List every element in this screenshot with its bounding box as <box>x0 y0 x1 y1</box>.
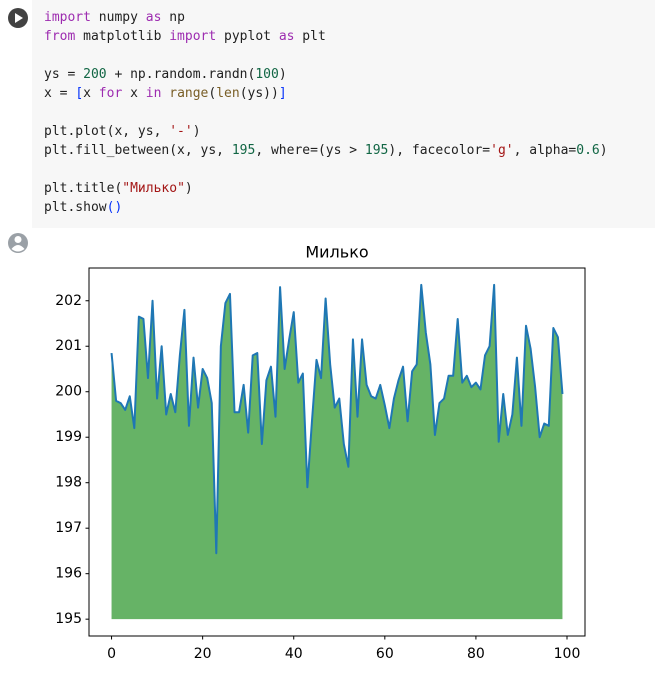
code-line <box>44 103 608 122</box>
x-tick-label: 0 <box>107 646 116 662</box>
code-token: x = <box>44 86 76 101</box>
code-line <box>44 46 608 65</box>
code-token: ) <box>184 181 193 196</box>
x-tick-label: 80 <box>467 646 485 662</box>
code-token: ) <box>278 67 287 82</box>
y-tick-label: 201 <box>55 338 82 354</box>
code-token: as <box>278 29 295 44</box>
chart-title: Милько <box>305 243 368 262</box>
code-token: 'g' <box>490 143 514 158</box>
code-token: (ys)) <box>239 86 279 101</box>
code-line <box>44 160 608 179</box>
code-token: '-' <box>169 124 193 139</box>
code-token: numpy <box>90 10 146 25</box>
code-token: 100 <box>255 67 279 82</box>
code-token: 195 <box>364 143 389 158</box>
y-tick-label: 198 <box>55 475 82 491</box>
code-token: ) <box>192 124 201 139</box>
code-token: plt <box>294 29 326 44</box>
output-icon <box>8 233 28 253</box>
code-token: ] <box>278 86 287 101</box>
code-line: from matplotlib import pyplot as plt <box>44 27 608 46</box>
code-token: , where=(ys > <box>255 143 365 158</box>
x-tick-label: 100 <box>554 646 581 662</box>
code-token: + np.random.randn( <box>106 67 256 82</box>
code-token: ( <box>208 86 217 101</box>
code-token: plt.title( <box>44 181 123 196</box>
code-token: import <box>169 29 217 44</box>
code-token: from <box>44 29 76 44</box>
y-tick-label: 195 <box>55 611 82 627</box>
code-cell[interactable]: import numpy as np from matplotlib import… <box>32 0 655 228</box>
data-line <box>110 283 564 555</box>
code-token: x <box>122 86 146 101</box>
y-tick-label: 202 <box>55 293 82 309</box>
code-token: as <box>145 10 162 25</box>
x-tick-label: 40 <box>285 646 303 662</box>
code-token: , alpha= <box>513 143 577 158</box>
code-token: range <box>169 86 209 101</box>
code-token: pyplot <box>216 29 279 44</box>
code-token: "Милько" <box>122 181 185 196</box>
code-token: import <box>44 10 91 25</box>
run-area <box>8 8 28 28</box>
code-token: () <box>106 200 123 215</box>
y-tick-label: 199 <box>55 429 82 445</box>
code-token: 200 <box>83 67 107 82</box>
x-tick-label: 60 <box>376 646 394 662</box>
code-token: plt.fill_between(x, ys, <box>44 143 232 158</box>
code-token: 0.6 <box>576 143 600 158</box>
code-line: ys = 200 + np.random.randn(100) <box>44 65 608 84</box>
code-token: ), facecolor= <box>388 143 491 158</box>
code-token: x <box>83 86 99 101</box>
code-line: import numpy as np <box>44 8 608 27</box>
code-line: plt.title("Милько") <box>44 179 608 198</box>
code-token: ys = <box>44 67 84 82</box>
code-token: ) <box>599 143 608 158</box>
code-token: matplotlib <box>75 29 170 44</box>
code-token: in <box>145 86 162 101</box>
code-token: plt.plot(x, ys, <box>44 124 170 139</box>
code-line: x = [x for x in range(len(ys))] <box>44 84 608 103</box>
axes-frame <box>88 267 586 637</box>
run-button[interactable] <box>8 8 28 28</box>
code-token: plt.show <box>44 200 107 215</box>
area-fill <box>111 284 563 620</box>
code-line: plt.show() <box>44 198 608 217</box>
code-token: len <box>216 86 240 101</box>
code-line: plt.plot(x, ys, '-') <box>44 122 608 141</box>
code-token: np <box>161 10 185 25</box>
code-token: [ <box>75 86 84 101</box>
y-tick-label: 196 <box>55 566 82 582</box>
y-tick-label: 197 <box>55 520 82 536</box>
code: import numpy as np from matplotlib import… <box>44 8 608 217</box>
code-token: for <box>98 86 123 101</box>
code-token: 195 <box>231 143 256 158</box>
x-tick-label: 20 <box>194 646 212 662</box>
y-tick-label: 200 <box>55 384 82 400</box>
code-line: plt.fill_between(x, ys, 195, where=(ys >… <box>44 141 608 160</box>
